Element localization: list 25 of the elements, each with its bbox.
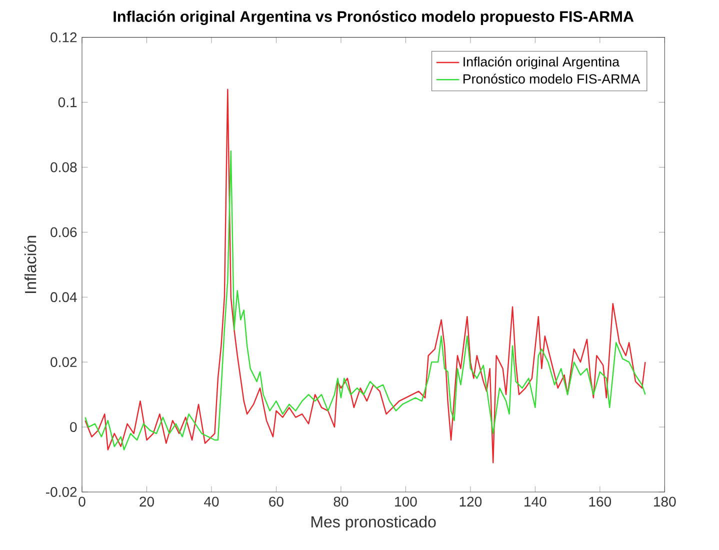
x-axis-title: Mes pronosticado bbox=[312, 516, 436, 531]
line-series bbox=[84, 150, 646, 450]
line-series bbox=[84, 88, 646, 464]
x-tick-label: 180 bbox=[654, 496, 676, 507]
y-tick-label: 0.08 bbox=[50, 162, 77, 172]
x-tick-label: 40 bbox=[204, 496, 219, 507]
x-tick-label: 20 bbox=[140, 496, 154, 507]
x-tick-label: 0 bbox=[78, 496, 86, 507]
x-tick-label: 120 bbox=[460, 496, 482, 507]
y-tick-label: 0 bbox=[70, 422, 77, 432]
y-tick-label: 0.02 bbox=[50, 357, 77, 368]
x-tick-label: 80 bbox=[334, 496, 348, 507]
y-axis-title: Inflación bbox=[24, 236, 36, 293]
y-tick-label: 0.1 bbox=[58, 97, 77, 108]
legend-label: Pronóstico modelo FIS-ARMA bbox=[464, 74, 640, 84]
y-tick-label: 0.06 bbox=[50, 227, 77, 238]
y-tick-label: 0.12 bbox=[50, 32, 77, 42]
legend-label: Inflación original Argentina bbox=[464, 56, 620, 70]
x-tick-label: 160 bbox=[589, 496, 612, 507]
x-tick-label: 100 bbox=[395, 496, 417, 507]
y-tick-label: 0.04 bbox=[50, 292, 77, 302]
x-tick-label: 140 bbox=[524, 496, 546, 507]
y-tick-label: -0.02 bbox=[46, 487, 77, 497]
x-tick-label: 60 bbox=[269, 496, 284, 507]
chart-title: Inflación original Argentina vs Pronóstico modelo propuesto FIS-ARMA bbox=[114, 10, 634, 26]
